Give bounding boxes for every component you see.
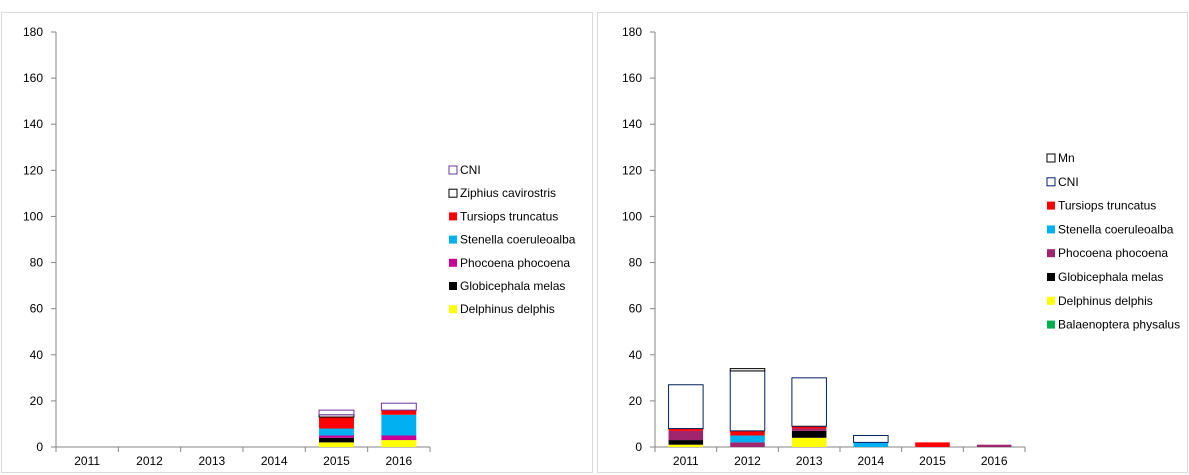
bar-segment xyxy=(853,434,889,443)
legend-swatch xyxy=(1047,201,1055,210)
y-tick-label: 80 xyxy=(629,256,643,270)
bar-segment xyxy=(853,442,889,447)
legend-swatch xyxy=(1047,225,1055,234)
legend-label: Tursiops truncatus xyxy=(1058,199,1156,213)
legend-swatch xyxy=(1047,296,1055,305)
y-tick-label: 120 xyxy=(23,163,43,177)
bar-segment xyxy=(318,409,355,416)
legend-swatch xyxy=(449,235,457,244)
x-tick-label: 2016 xyxy=(981,454,1008,468)
legend-swatch xyxy=(448,188,458,198)
bar-segment xyxy=(380,402,417,411)
legend-label: Delphinus delphis xyxy=(460,302,555,316)
bar-segment xyxy=(381,414,417,436)
y-tick-label: 140 xyxy=(23,117,43,131)
legend-label: Phocoena phocoena xyxy=(460,256,570,270)
legend-label: Phocoena phocoena xyxy=(1058,246,1168,260)
y-tick-label: 80 xyxy=(30,256,44,270)
bar-segment xyxy=(729,370,766,432)
x-tick-label: 2013 xyxy=(198,454,225,468)
bar-segment xyxy=(730,435,765,443)
legend-swatch xyxy=(449,305,457,314)
legend-label: Delphinus delphis xyxy=(1058,294,1153,308)
bar-segment xyxy=(791,430,827,438)
x-tick-label: 2012 xyxy=(136,454,163,468)
legend-label: Ziphius cavirostris xyxy=(460,186,556,200)
bar-segment xyxy=(319,437,354,443)
stacked-bar-chart-right: 0 20 40 60 80 100 120 140 160 180 2011 2012 2013 2014… xyxy=(622,25,1180,468)
bar-segment xyxy=(668,384,704,430)
bar-segment xyxy=(668,428,704,431)
legend-label: Stenella coeruleoalba xyxy=(1058,222,1174,236)
legend-swatch xyxy=(1046,177,1056,187)
bar-segment xyxy=(381,435,417,441)
y-tick-label: 20 xyxy=(629,394,643,408)
x-tick-label: 2016 xyxy=(385,454,412,468)
bar-segment xyxy=(976,444,1012,447)
legend-label: Tursiops truncatus xyxy=(460,209,558,223)
y-tick-label: 0 xyxy=(36,440,43,454)
x-tick-label: 2015 xyxy=(323,454,350,468)
bar-segment xyxy=(381,440,417,447)
y-tick-label: 180 xyxy=(23,25,43,39)
x-tick-label: 2014 xyxy=(857,454,884,468)
chart-panel-left: 0 20 40 60 80 100 120 140 160 180 2011 2012 2013 2014… xyxy=(1,12,593,473)
stacked-bar-chart-left: 0 20 40 60 80 100 120 140 160 180 2011 2012 2013 2014… xyxy=(23,25,576,468)
bar-segment xyxy=(791,428,827,431)
legend-label: Balaenoptera physalus xyxy=(1058,318,1180,332)
bar-segment xyxy=(791,426,827,429)
legend-swatch xyxy=(1047,273,1055,281)
y-tick-label: 180 xyxy=(622,25,642,39)
legend-label: CNI xyxy=(460,163,481,177)
y-tick-label: 0 xyxy=(635,440,642,454)
bar-segment xyxy=(319,417,354,429)
bar-segment xyxy=(791,377,827,427)
legend-swatch xyxy=(1046,153,1056,163)
legend-swatch xyxy=(449,282,457,290)
bar-segment xyxy=(668,444,704,447)
y-tick-label: 120 xyxy=(622,163,642,177)
legend-swatch xyxy=(1047,249,1055,258)
bar-segment xyxy=(381,410,417,415)
legend-label: Stenella coeruleoalba xyxy=(460,233,576,247)
legend-swatch xyxy=(449,212,457,221)
x-tick-label: 2012 xyxy=(734,454,761,468)
bar-segment xyxy=(319,442,354,447)
bar-segment xyxy=(668,430,704,441)
y-tick-label: 20 xyxy=(30,394,44,408)
y-tick-label: 140 xyxy=(622,117,642,131)
bar-segment xyxy=(791,437,827,447)
x-tick-label: 2014 xyxy=(261,454,288,468)
bar-segment xyxy=(668,440,704,445)
y-tick-label: 100 xyxy=(23,209,43,223)
bar-segment xyxy=(730,430,765,436)
bar-segment xyxy=(319,435,354,438)
x-tick-label: 2013 xyxy=(796,454,823,468)
legend-label: Globicephala melas xyxy=(1058,270,1163,284)
y-tick-label: 40 xyxy=(629,348,643,362)
chart-panel-right: 0 20 40 60 80 100 120 140 160 180 2011 2012 2013 2014… xyxy=(597,12,1188,473)
x-tick-label: 2011 xyxy=(74,454,100,468)
x-tick-label: 2015 xyxy=(919,454,946,468)
y-tick-label: 160 xyxy=(23,71,43,85)
y-tick-label: 40 xyxy=(30,348,44,362)
y-tick-label: 100 xyxy=(622,209,642,223)
legend-swatch xyxy=(449,258,457,267)
y-tick-label: 60 xyxy=(30,302,44,316)
legend-label: Globicephala melas xyxy=(460,279,565,293)
bar-segment xyxy=(730,442,765,447)
legend-swatch xyxy=(1047,320,1055,329)
y-tick-label: 60 xyxy=(629,302,643,316)
bar-segment xyxy=(915,442,950,447)
y-tick-label: 160 xyxy=(622,71,642,85)
bar-segment xyxy=(319,428,354,436)
x-tick-label: 2011 xyxy=(673,454,699,468)
legend-label: Mn xyxy=(1058,151,1075,165)
bar-segment xyxy=(729,368,766,372)
legend-label: CNI xyxy=(1058,175,1079,189)
legend-swatch xyxy=(448,165,458,175)
